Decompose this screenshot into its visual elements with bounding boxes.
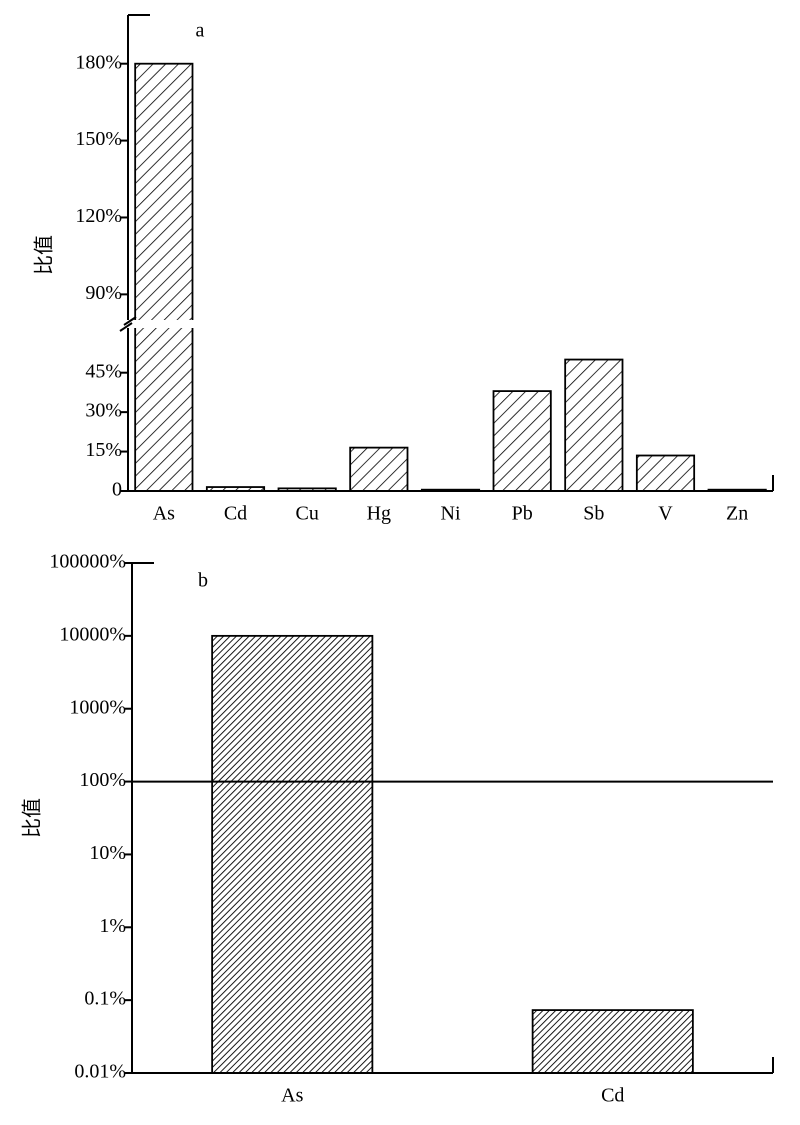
x-tick-label: V — [658, 503, 673, 525]
x-tick-label: Zn — [726, 503, 748, 525]
y-tick-label: 100% — [79, 769, 126, 791]
axis-break — [119, 322, 133, 332]
y-tick-label: 1000% — [69, 696, 126, 718]
x-tick-label: Hg — [367, 503, 391, 525]
y-tick-label: 10000% — [59, 623, 126, 645]
y-tick-label: 180% — [75, 51, 122, 73]
x-tick-label: Pb — [512, 503, 533, 525]
bar — [564, 358, 624, 492]
panel-label: b — [198, 570, 208, 592]
y-axis-label: 比值 — [32, 235, 56, 275]
y-tick-label: 45% — [85, 360, 122, 382]
y-tick-label: 0.01% — [74, 1061, 126, 1083]
y-tick-label: 1% — [99, 915, 126, 937]
y-tick-label: 30% — [85, 400, 122, 422]
y-tick-label: 0.1% — [84, 988, 126, 1010]
bar — [349, 446, 409, 492]
y-axis-label: 比值 — [20, 798, 44, 838]
bar — [211, 634, 374, 1074]
y-tick-label: 90% — [85, 282, 122, 304]
x-tick-label: Ni — [441, 503, 461, 525]
x-tick-label: As — [153, 503, 175, 525]
y-tick-label: 0 — [112, 479, 122, 501]
x-tick-label: As — [281, 1085, 303, 1107]
axis-break — [123, 316, 137, 326]
x-tick-label: Sb — [583, 503, 604, 525]
bar — [531, 1009, 694, 1074]
axis-break-gap — [118, 320, 200, 328]
y-tick-label: 100000% — [49, 551, 126, 573]
y-tick-label: 10% — [89, 842, 126, 864]
bar — [635, 454, 696, 492]
panel-label: a — [196, 20, 205, 42]
x-tick-label: Cu — [295, 503, 318, 525]
y-tick-label: 150% — [75, 128, 122, 150]
x-tick-label: Cd — [224, 503, 247, 525]
x-tick-label: Cd — [601, 1085, 624, 1107]
y-tick-label: 15% — [85, 439, 122, 461]
bar — [492, 390, 552, 492]
y-tick-label: 120% — [75, 205, 122, 227]
bar — [134, 62, 194, 492]
